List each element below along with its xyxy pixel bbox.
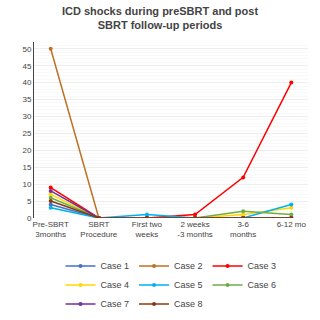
svg-text:Case 6: Case 6 (248, 280, 277, 290)
svg-text:Case 2: Case 2 (174, 261, 203, 271)
svg-text:6-12 mo: 6-12 mo (277, 220, 307, 229)
svg-text:20: 20 (22, 146, 31, 155)
svg-text:40: 40 (22, 78, 31, 87)
svg-text:5: 5 (27, 197, 32, 206)
svg-text:Pre-SBRT3months: Pre-SBRT3months (33, 220, 69, 239)
svg-text:3-6months: 3-6months (230, 220, 256, 239)
svg-text:10: 10 (22, 180, 31, 189)
svg-text:35: 35 (22, 95, 31, 104)
svg-text:Case 7: Case 7 (101, 299, 130, 309)
svg-text:45: 45 (22, 61, 31, 70)
svg-text:Case 3: Case 3 (248, 261, 277, 271)
svg-text:0: 0 (27, 214, 32, 223)
svg-text:50: 50 (22, 45, 31, 54)
svg-text:30: 30 (22, 112, 31, 121)
svg-text:15: 15 (22, 163, 31, 172)
svg-text:ICD shocks during preSBRT and: ICD shocks during preSBRT and postSBRT f… (62, 5, 259, 31)
svg-text:First twoweeks: First twoweeks (132, 220, 163, 239)
svg-text:SBRTProcedure: SBRTProcedure (80, 220, 117, 239)
svg-text:Case 8: Case 8 (174, 299, 203, 309)
svg-text:2 weeks-3 months: 2 weeks-3 months (177, 220, 213, 239)
svg-text:Case 4: Case 4 (101, 280, 130, 290)
svg-text:Case 5: Case 5 (174, 280, 203, 290)
svg-text:Case 1: Case 1 (101, 261, 130, 271)
svg-text:25: 25 (22, 129, 31, 138)
